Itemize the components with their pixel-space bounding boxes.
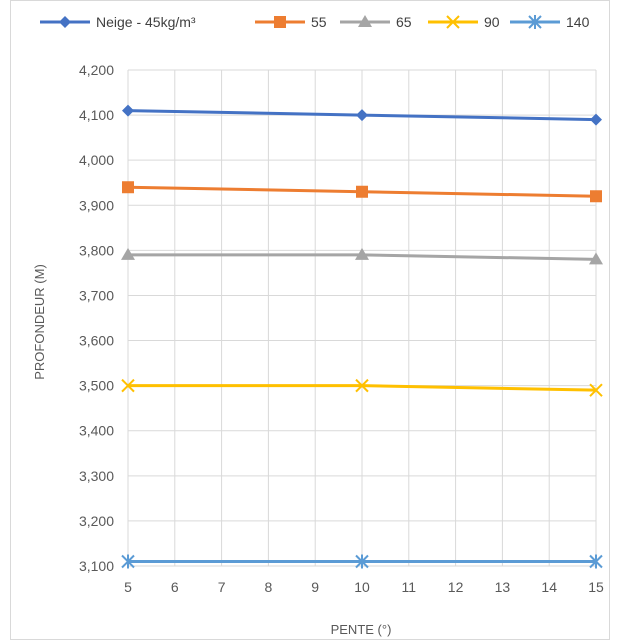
- data-point-triangle: [589, 252, 603, 265]
- y-tick-label: 3,900: [79, 197, 114, 213]
- legend-item: 140: [510, 14, 590, 30]
- x-tick-label: 11: [402, 579, 417, 595]
- axis-layer: 3,100 3,200 3,300 3,400 3,500 3,600 3,700 3,800…: [79, 62, 604, 595]
- legend-item: 55: [255, 14, 327, 30]
- data-point-x: [355, 378, 369, 393]
- legend-label: 140: [566, 14, 590, 30]
- y-tick-label: 3,300: [79, 468, 114, 484]
- data-point-diamond: [122, 104, 134, 117]
- legend-label: 65: [396, 14, 412, 30]
- series-4: [121, 554, 603, 569]
- x-tick-label: 9: [311, 579, 319, 595]
- legend-label: 90: [484, 14, 500, 30]
- x-tick-label: 5: [124, 579, 132, 595]
- x-tick-label: 7: [218, 579, 226, 595]
- data-point-triangle: [121, 247, 135, 260]
- data-point-star: [355, 554, 369, 569]
- y-tick-label: 3,400: [79, 423, 114, 439]
- data-point-diamond: [590, 113, 602, 126]
- y-tick-label: 4,100: [79, 107, 114, 123]
- y-tick-label: 4,000: [79, 152, 114, 168]
- data-point-square: [122, 181, 134, 194]
- series-1: [122, 181, 602, 203]
- legend-item: 90: [428, 14, 500, 30]
- y-tick-label: 4,200: [79, 62, 114, 78]
- y-tick-label: 3,600: [79, 333, 114, 349]
- grid-layer: [127, 69, 597, 567]
- x-tick-label: 8: [265, 579, 273, 595]
- legend: Neige - 45kg/m³ 55 65 90 140: [40, 14, 590, 30]
- data-point-diamond: [356, 109, 368, 122]
- data-point-triangle: [355, 247, 369, 260]
- legend-marker: [528, 15, 542, 29]
- y-axis-title: PROFONDEUR (M): [32, 264, 47, 380]
- x-tick-label: 10: [354, 579, 370, 595]
- series-layer: [121, 104, 603, 569]
- x-axis-title: PENTE (°): [331, 622, 392, 637]
- y-tick-label: 3,100: [79, 558, 114, 574]
- legend-item: 65: [340, 14, 412, 30]
- x-tick-label: 12: [448, 579, 464, 595]
- y-tick-label: 3,700: [79, 287, 114, 303]
- series-3: [121, 378, 603, 397]
- legend-label: 55: [311, 14, 327, 30]
- data-point-star: [121, 554, 135, 569]
- legend-marker: [274, 16, 286, 28]
- data-point-square: [356, 185, 368, 198]
- legend-marker: [59, 16, 71, 28]
- x-tick-label: 6: [171, 579, 179, 595]
- y-tick-label: 3,200: [79, 513, 114, 529]
- chart-frame: [10, 0, 610, 640]
- x-tick-label: 13: [495, 579, 511, 595]
- y-tick-label: 3,500: [79, 378, 114, 394]
- legend-marker: [358, 15, 372, 27]
- legend-marker: [446, 15, 460, 29]
- data-point-x: [589, 383, 603, 397]
- legend-item: Neige - 45kg/m³: [40, 14, 196, 30]
- data-point-square: [590, 190, 602, 203]
- legend-label: Neige - 45kg/m³: [96, 14, 196, 30]
- series-0: [122, 104, 602, 126]
- x-tick-label: 15: [588, 579, 604, 595]
- data-point-x: [121, 378, 135, 393]
- x-tick-label: 14: [541, 579, 557, 595]
- y-tick-label: 3,800: [79, 242, 114, 258]
- data-point-star: [589, 554, 603, 569]
- series-2: [121, 247, 603, 265]
